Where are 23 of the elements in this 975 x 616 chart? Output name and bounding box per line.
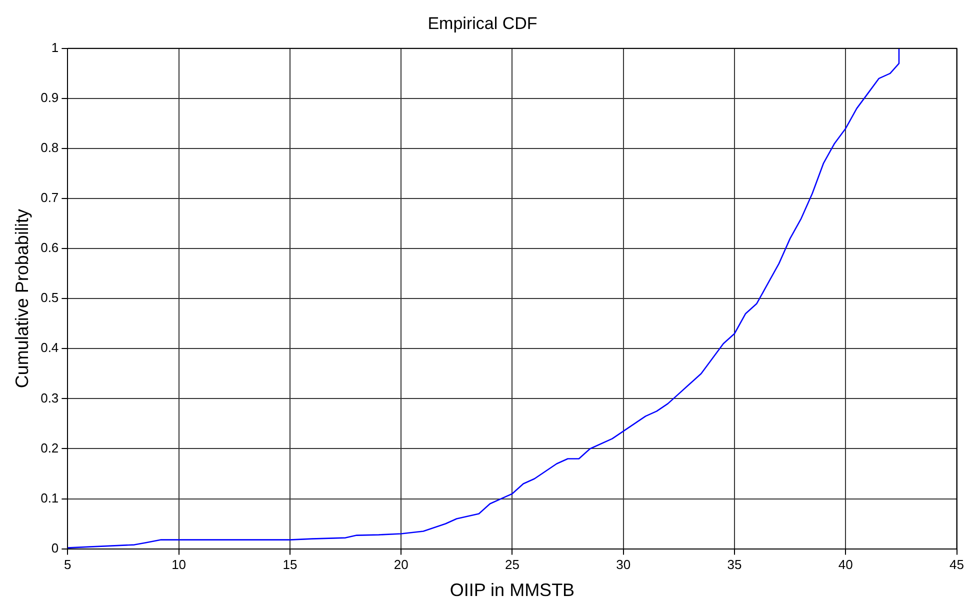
chart-title: Empirical CDF — [428, 14, 538, 33]
x-tick-label: 20 — [394, 557, 408, 572]
x-tick-label: 5 — [64, 557, 72, 572]
x-tick-label: 15 — [282, 557, 298, 572]
y-tick-label: 0.3 — [40, 390, 59, 406]
y-tick-label: 0.5 — [40, 290, 59, 306]
x-tick-label: 35 — [727, 557, 742, 572]
x-tick-label: 25 — [504, 557, 520, 572]
x-tick-label: 40 — [838, 557, 853, 572]
y-tick-label: 0.1 — [40, 490, 59, 506]
y-tick-label: 0.6 — [40, 240, 59, 256]
x-tick-label: 30 — [616, 557, 631, 572]
x-tick-label: 10 — [172, 557, 186, 572]
y-tick-label: 0.4 — [40, 340, 59, 356]
x-axis-title: OIIP in MMSTB — [450, 580, 575, 600]
x-tick-label: 45 — [950, 557, 964, 572]
y-tick-label: 0.7 — [40, 190, 59, 206]
y-tick-label: 0.8 — [40, 140, 59, 156]
y-tick-label: 0.2 — [40, 440, 59, 456]
y-axis-title: Cumulative Probability — [12, 209, 32, 388]
y-tick-label: 1 — [51, 40, 59, 55]
y-tick-label: 0 — [51, 540, 59, 556]
y-tick-label: 0.9 — [40, 90, 59, 106]
